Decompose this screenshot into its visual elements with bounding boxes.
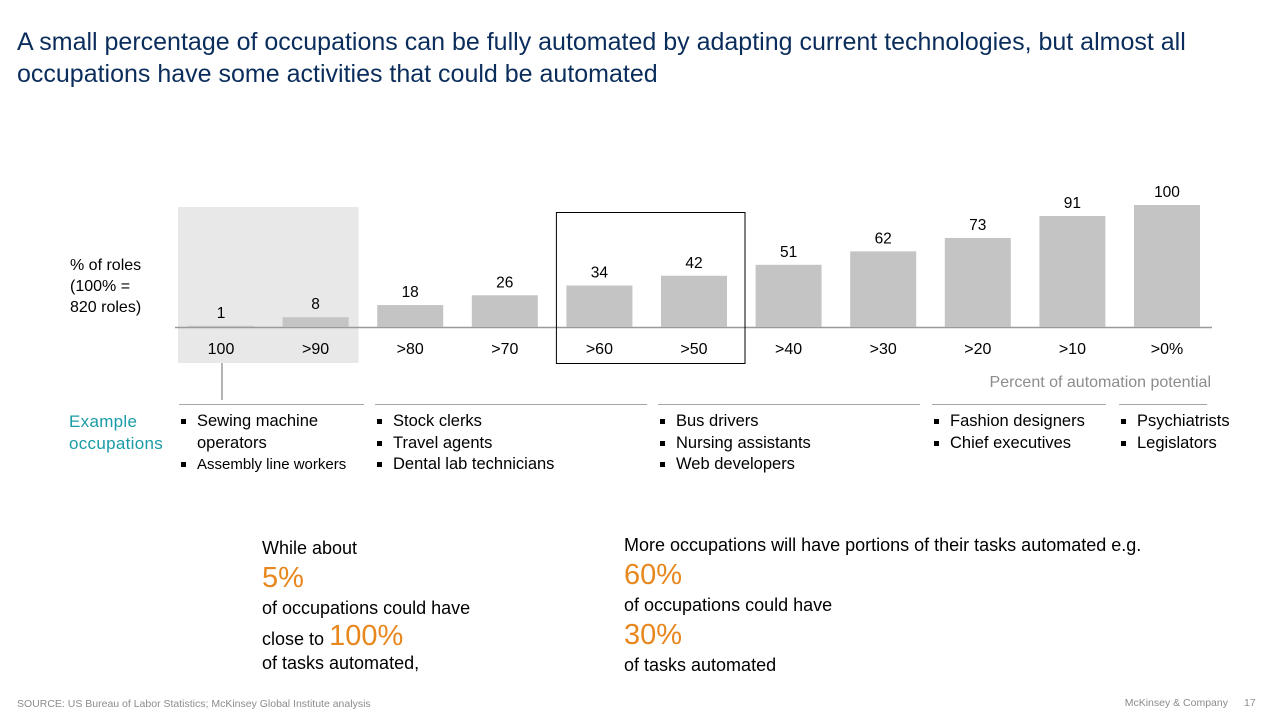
stat-percent: 5% [262, 562, 304, 594]
bar-value-label: 73 [969, 217, 986, 234]
x-tick-label: >30 [870, 341, 897, 358]
example-item: Travel agents [375, 433, 647, 455]
bar [471, 295, 538, 327]
bar [1039, 215, 1106, 327]
page-title: A small percentage of occupations can be… [17, 28, 1186, 88]
x-tick-label: >40 [775, 341, 802, 358]
bar-value-label: 8 [311, 296, 320, 313]
roles-label-line: (100% = [70, 278, 131, 295]
example-item: Sewing machine operators [179, 411, 364, 454]
x-tick-label: >50 [680, 341, 707, 358]
stat-right: More occupations will have portions of t… [624, 533, 1141, 677]
highlight-box [555, 212, 746, 364]
stat-text: of tasks automated [624, 655, 777, 675]
highlight-shade [178, 207, 359, 363]
stat-text: close to 100% [262, 620, 404, 652]
stat-percent: 100% [329, 620, 404, 652]
x-tick-label: >0% [1151, 341, 1183, 358]
y-axis-label: % of roles (100% = 820 roles) [70, 255, 141, 318]
stat-intro: More occupations will have portions of t… [624, 535, 1142, 555]
example-label-line: occupations [69, 434, 164, 453]
bar [188, 325, 254, 327]
bar-value-label: 100 [1154, 184, 1180, 201]
example-item: Assembly line workers [179, 454, 364, 476]
x-tick-label: >10 [1059, 341, 1086, 358]
bar-value-label: 26 [496, 274, 513, 291]
source-note: SOURCE: US Bureau of Labor Statistics; M… [17, 698, 371, 710]
bar-value-label: 18 [402, 284, 419, 301]
stat-text: of occupations could have [624, 595, 833, 615]
example-group-1: Sewing machine operators Assembly line wo… [179, 404, 364, 476]
bar-value-label: 42 [685, 255, 702, 272]
x-tick-label: >90 [302, 341, 329, 358]
stat-intro: While about [262, 538, 358, 558]
example-item: Psychiatrists [1119, 411, 1230, 433]
example-item: Fashion designers [932, 411, 1106, 433]
example-group-5: Psychiatrists Legislators [1119, 404, 1230, 455]
example-label-line: Example [69, 412, 138, 431]
example-item: Stock clerks [375, 411, 647, 433]
bar-value-label: 91 [1064, 195, 1081, 212]
bar [850, 251, 917, 327]
x-tick-label: >80 [397, 341, 424, 358]
bar-value-label: 1 [217, 305, 226, 322]
stat-percent: 30% [624, 619, 683, 651]
example-item: Web developers [658, 454, 920, 476]
roles-label-line: % of roles [70, 257, 142, 274]
example-item: Chief executives [932, 433, 1106, 455]
bar [1134, 205, 1200, 327]
bar [566, 285, 633, 327]
bar-value-label: 51 [780, 244, 797, 261]
x-tick-label: 100 [208, 341, 235, 358]
example-occupations-label: Example occupations [69, 411, 163, 455]
bar [661, 275, 727, 327]
stat-percent: 60% [624, 559, 683, 591]
bar [377, 305, 444, 327]
example-item: Nursing assistants [658, 433, 920, 455]
stat-text: of tasks automated, [262, 653, 420, 673]
example-item: Legislators [1119, 433, 1217, 455]
bar-value-label: 34 [591, 265, 609, 282]
example-item: Bus drivers [658, 411, 920, 433]
example-group-4: Fashion designers Chief executives [932, 404, 1106, 454]
bar [755, 264, 822, 327]
company-name: McKinsey & Company [1124, 697, 1228, 709]
stat-text: of occupations could have [262, 598, 471, 618]
x-tick-label: >20 [964, 341, 991, 358]
example-item: Dental lab technicians [375, 454, 647, 476]
bar [944, 237, 1011, 327]
stat-left: While about 5% of occupations could have… [262, 536, 470, 675]
x-axis-title: Percent of automation potential [989, 374, 1211, 391]
bar-chart: 1 100 8 >90 18 >80 26 >70 34 >60 42 >50 51 >40 62 >30 73… [175, 184, 1212, 400]
roles-label-line: 820 roles) [70, 299, 142, 316]
example-group-3: Bus drivers Nursing assistants Web devel… [658, 404, 920, 476]
bar [282, 317, 349, 327]
example-group-2: Stock clerks Travel agents Dental lab te… [375, 404, 647, 476]
x-tick-label: >70 [491, 341, 518, 358]
x-tick-label: >60 [586, 341, 613, 358]
bar-value-label: 62 [875, 230, 892, 247]
